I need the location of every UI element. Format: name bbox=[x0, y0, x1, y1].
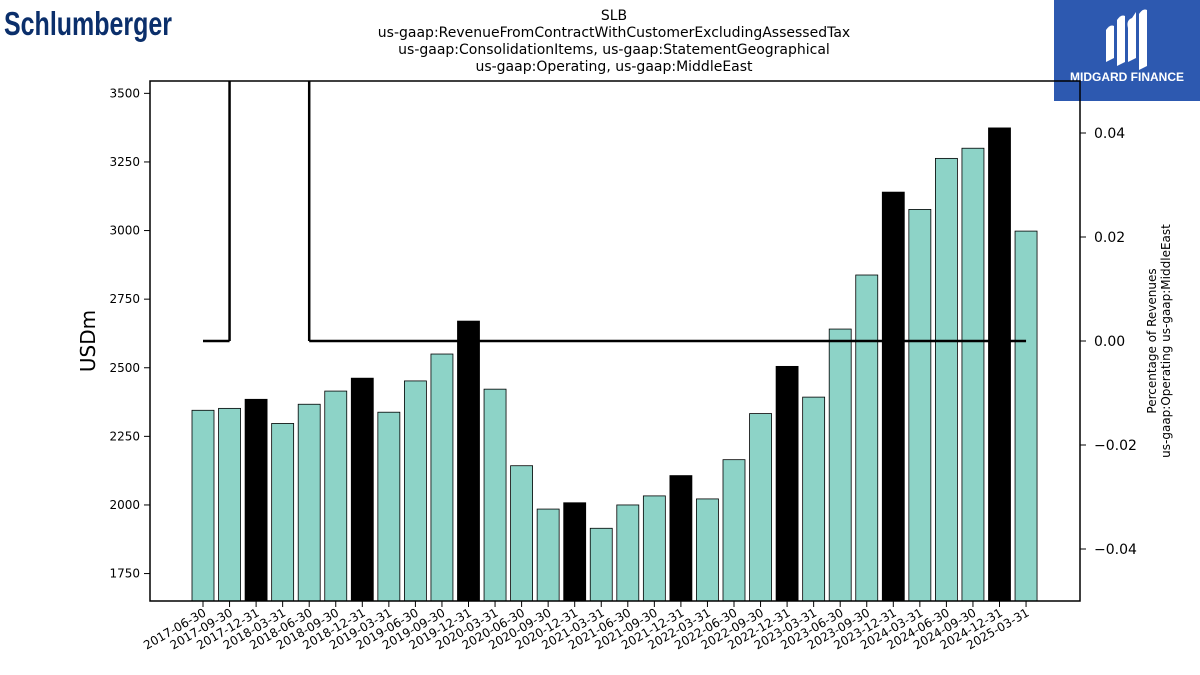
bar-2022-12-31 bbox=[775, 365, 799, 602]
y-tick-label: 3250 bbox=[109, 155, 140, 169]
bar-2019-06-30 bbox=[403, 380, 427, 602]
y-tick-label: 2250 bbox=[109, 429, 140, 443]
bar-2024-06-30 bbox=[935, 157, 958, 602]
bars-group bbox=[191, 127, 1038, 602]
bar-2022-09-30 bbox=[749, 413, 772, 602]
y-tick-label: 2500 bbox=[109, 361, 140, 375]
chart-title: SLBus-gaap:RevenueFromContractWithCustom… bbox=[378, 8, 850, 75]
bar-2020-06-30 bbox=[510, 465, 534, 602]
chart-title-line: SLB bbox=[601, 8, 627, 24]
midgard-emblem-icon bbox=[1106, 9, 1147, 70]
bar-2021-06-30 bbox=[616, 504, 640, 602]
right-y-axis: −0.04 −0.02 0.00 0.02 0.04 bbox=[1080, 126, 1137, 558]
bar-2019-03-31 bbox=[377, 411, 401, 602]
bar-2021-12-31 bbox=[669, 475, 693, 602]
chart-title-line: us-gaap:ConsolidationItems, us-gaap:Stat… bbox=[398, 42, 830, 58]
y2-tick-label: 0.00 bbox=[1094, 334, 1125, 350]
bar-2023-06-30 bbox=[828, 328, 852, 602]
bar-2018-03-31 bbox=[271, 423, 295, 602]
bar-2017-12-31 bbox=[244, 398, 268, 602]
bar-2021-09-30 bbox=[642, 495, 666, 602]
bar-2018-12-31 bbox=[350, 377, 374, 602]
bar-2024-09-30 bbox=[961, 147, 985, 602]
bar-2025-03-31 bbox=[1014, 230, 1038, 602]
right-y-axis-label-line: us-gaap:Operating us-gaap:MiddleEast bbox=[1159, 224, 1173, 458]
bar-2017-06-30 bbox=[191, 409, 215, 602]
bar-2018-09-30 bbox=[324, 390, 348, 602]
bar-2023-12-31 bbox=[881, 191, 905, 602]
bar-2020-03-31 bbox=[483, 388, 507, 602]
bar-2023-09-30 bbox=[855, 274, 879, 602]
bar-2023-03-31 bbox=[802, 396, 826, 602]
percentage-line-group bbox=[203, 81, 1027, 343]
y2-tick-label: −0.04 bbox=[1094, 542, 1137, 558]
x-axis: 2017-06-302017-09-302017-12-312018-03-31… bbox=[141, 601, 1032, 652]
midgard-finance-text: MIDGARD FINANCE bbox=[1070, 70, 1184, 84]
bar-2021-03-31 bbox=[589, 527, 613, 602]
bar-2019-12-31 bbox=[457, 320, 480, 602]
y2-tick-label: 0.02 bbox=[1094, 230, 1125, 246]
bar-2022-03-31 bbox=[696, 498, 719, 602]
bar-2020-12-31 bbox=[563, 502, 587, 602]
schlumberger-logo: Schlumberger bbox=[4, 5, 172, 42]
bar-2024-12-31 bbox=[988, 127, 1011, 602]
schlumberger-logo-text: Schlumberger bbox=[4, 5, 172, 42]
y-tick-label: 3500 bbox=[109, 86, 140, 100]
y-tick-label: 1750 bbox=[109, 567, 140, 581]
midgard-finance-logo: MIDGARD FINANCE bbox=[1054, 0, 1200, 101]
bar-2018-06-30 bbox=[297, 403, 321, 602]
left-y-axis: 1750 2000 2250 2500 2750 3000 3250 3500 bbox=[109, 86, 150, 581]
y2-tick-label: 0.04 bbox=[1094, 126, 1125, 142]
bar-2024-03-31 bbox=[908, 209, 932, 602]
right-y-axis-label-line: Percentage of Revenues bbox=[1145, 268, 1159, 413]
y-axis-label: USDm bbox=[76, 310, 100, 372]
chart-title-line: us-gaap:RevenueFromContractWithCustomerE… bbox=[378, 25, 850, 41]
y-tick-label: 2000 bbox=[109, 498, 140, 512]
bar-2022-06-30 bbox=[722, 459, 746, 602]
right-y-axis-label: Percentage of Revenues us-gaap:Operating … bbox=[1145, 224, 1173, 458]
bar-2017-09-30 bbox=[218, 407, 241, 602]
bar-2020-09-30 bbox=[536, 508, 560, 602]
y2-tick-label: −0.02 bbox=[1094, 438, 1137, 454]
y-tick-label: 3000 bbox=[109, 224, 140, 238]
y-tick-label: 2750 bbox=[109, 292, 140, 306]
bar-2019-09-30 bbox=[430, 353, 454, 602]
chart-title-line: us-gaap:Operating, us-gaap:MiddleEast bbox=[475, 59, 753, 75]
